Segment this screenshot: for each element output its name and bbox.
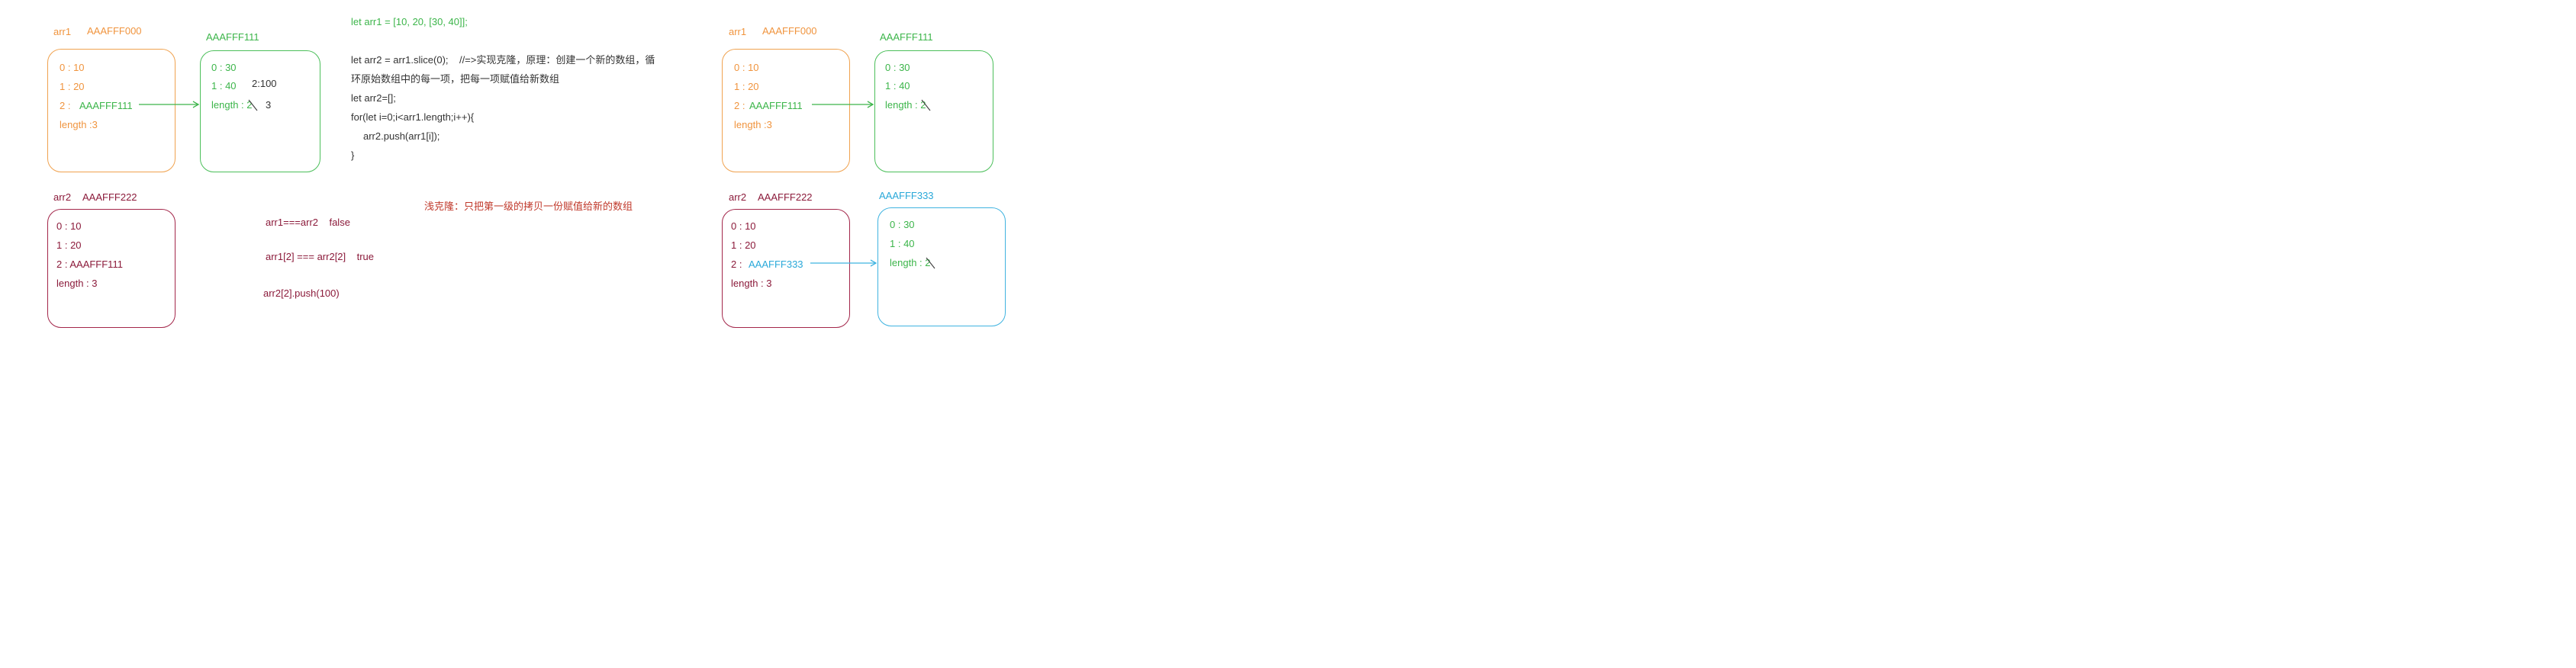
right-arr1-length: length :3: [734, 119, 772, 130]
shallow-clone-note: 浅克隆：只把第一级的拷贝一份赋值给新的数组: [424, 201, 633, 212]
code-line-5: for(let i=0;i<arr1.length;i++){: [351, 111, 475, 123]
inner-array-address: AAAFFF111: [206, 31, 259, 43]
right-inner2-item-0: 0 : 30: [890, 219, 915, 230]
right-arr1-label: arr1: [729, 26, 747, 37]
arr2-item-2: 2 : AAAFFF111: [56, 259, 123, 270]
right-arr2-item-0: 0 : 10: [731, 220, 756, 232]
right-inner1-item-0: 0 : 30: [885, 62, 910, 73]
right-arr1-address: AAAFFF000: [762, 25, 817, 37]
right-arr1-item-1: 1 : 20: [734, 81, 759, 92]
code-line-3: 环原始数组中的每一项，把每一项赋值给新数组: [351, 73, 560, 85]
inner-item-2-added: 2:100: [252, 78, 277, 89]
push-statement: arr2[2].push(100): [263, 287, 340, 299]
inner-array-heap-box: [200, 50, 320, 172]
inner-item-0: 0 : 30: [211, 62, 237, 73]
right-arr2-heap-box: [722, 209, 850, 328]
right-inner1-address: AAAFFF111: [880, 31, 933, 43]
arr1-length: length :3: [60, 119, 98, 130]
right-arr2-item-1: 1 : 20: [731, 239, 756, 251]
compare-item-2: arr1[2] === arr2[2] true: [266, 251, 374, 262]
arr2-address: AAAFFF222: [82, 191, 137, 203]
inner-length-new: 3: [266, 99, 272, 111]
right-arr2-item-2: 2 :: [731, 259, 742, 270]
right-arr2-label: arr2: [729, 191, 747, 203]
right-inner2-length: length : 2: [890, 257, 931, 268]
arr1-item-2-ref: AAAFFF111: [79, 100, 133, 111]
right-arr2-item-2-ref: AAAFFF333: [749, 259, 803, 270]
code-line-6: arr2.push(arr1[i]);: [363, 130, 440, 142]
right-inner2-address: AAAFFF333: [879, 190, 934, 201]
arr1-address: AAAFFF000: [87, 25, 142, 37]
inner-item-1: 1 : 40: [211, 80, 237, 92]
arr2-item-1: 1 : 20: [56, 239, 82, 251]
right-inner1-length: length : 2: [885, 99, 926, 111]
right-inner1-heap-box: [874, 50, 993, 172]
right-inner2-item-1: 1 : 40: [890, 238, 915, 249]
code-line-4: let arr2=[];: [351, 92, 396, 104]
arr2-length: length : 3: [56, 278, 98, 289]
right-arr2-length: length : 3: [731, 278, 772, 289]
right-inner2-heap-box: [877, 207, 1006, 326]
arr1-item-0: 0 : 10: [60, 62, 85, 73]
arr1-item-1: 1 : 20: [60, 81, 85, 92]
arr2-label: arr2: [53, 191, 72, 203]
right-arr2-address: AAAFFF222: [758, 191, 813, 203]
code-line-2: let arr2 = arr1.slice(0); //=>实现克隆，原理：创建…: [351, 54, 655, 66]
compare-arr1-arr2: arr1===arr2 false: [266, 217, 350, 228]
arr2-heap-box: [47, 209, 175, 328]
right-inner1-item-1: 1 : 40: [885, 80, 910, 92]
inner-length: length : 2: [211, 99, 253, 111]
arr1-item-2: 2 :: [60, 100, 71, 111]
right-arr1-heap-box: [722, 49, 850, 172]
code-line-1: let arr1 = [10, 20, [30, 40]];: [351, 16, 468, 27]
code-line-7: }: [351, 149, 355, 161]
right-arr1-item-0: 0 : 10: [734, 62, 759, 73]
arr1-label: arr1: [53, 26, 72, 37]
arr1-heap-box: [47, 49, 175, 172]
right-arr1-item-2-ref: AAAFFF111: [749, 100, 803, 111]
arr2-item-0: 0 : 10: [56, 220, 82, 232]
right-arr1-item-2: 2 :: [734, 100, 745, 111]
